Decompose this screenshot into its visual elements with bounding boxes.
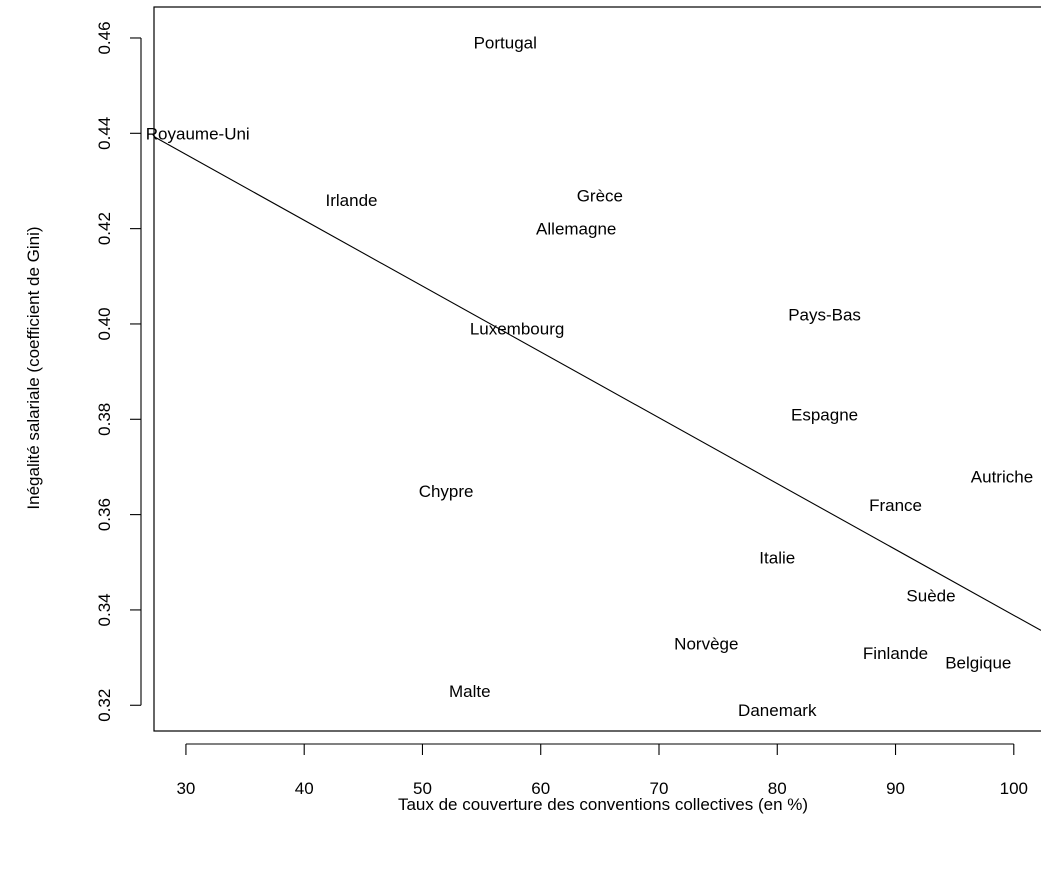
point-label-suède: Suède: [906, 587, 955, 606]
y-tick-label: 0.32: [95, 689, 114, 722]
y-tick-label: 0.38: [95, 403, 114, 436]
regression-line: [153, 136, 1041, 631]
x-tick-label: 60: [531, 779, 550, 798]
point-label-norvège: Norvège: [674, 634, 738, 653]
point-label-royaume-uni: Royaume-Uni: [146, 124, 250, 143]
y-axis: 0.32 0.34 0.36 0.38 0.40 0.42 0.44 0.46: [95, 21, 142, 722]
point-label-pays-bas: Pays-Bas: [788, 305, 861, 324]
x-tick-label: 50: [413, 779, 432, 798]
point-label-chypre: Chypre: [419, 482, 474, 501]
point-label-grèce: Grèce: [577, 186, 623, 205]
y-axis-label: Inégalité salariale (coefficient de Gini…: [24, 226, 43, 509]
point-label-danemark: Danemark: [738, 701, 817, 720]
point-label-espagne: Espagne: [791, 406, 858, 425]
x-axis: 30 40 50 60 70 80 90 100: [176, 743, 1028, 798]
point-label-allemagne: Allemagne: [536, 220, 616, 239]
y-tick-label: 0.34: [95, 593, 114, 626]
y-tick-label: 0.46: [95, 21, 114, 54]
y-tick-label: 0.40: [95, 307, 114, 340]
point-label-malte: Malte: [449, 682, 491, 701]
plot-frame: [153, 6, 1041, 732]
trend-line-group: [153, 136, 1041, 631]
x-tick-label: 100: [1000, 779, 1028, 798]
plot-area: [153, 6, 1041, 732]
point-label-autriche: Autriche: [971, 467, 1033, 486]
x-tick-label: 90: [886, 779, 905, 798]
x-tick-label: 40: [295, 779, 314, 798]
point-label-finlande: Finlande: [863, 644, 928, 663]
point-label-france: France: [869, 496, 922, 515]
y-tick-label: 0.44: [95, 117, 114, 150]
y-tick-label: 0.42: [95, 212, 114, 245]
point-label-portugal: Portugal: [474, 34, 537, 53]
x-tick-label: 80: [768, 779, 787, 798]
point-label-belgique: Belgique: [945, 653, 1011, 672]
x-tick-label: 70: [650, 779, 669, 798]
data-labels: Portugal Royaume-Uni Irlande Grèce Allemagne…: [146, 34, 1033, 720]
point-label-luxembourg: Luxembourg: [470, 320, 565, 339]
point-label-italie: Italie: [759, 549, 795, 568]
point-label-irlande: Irlande: [326, 191, 378, 210]
x-tick-label: 30: [176, 779, 195, 798]
y-tick-label: 0.36: [95, 498, 114, 531]
x-axis-label: Taux de couverture des conventions colle…: [398, 795, 808, 814]
